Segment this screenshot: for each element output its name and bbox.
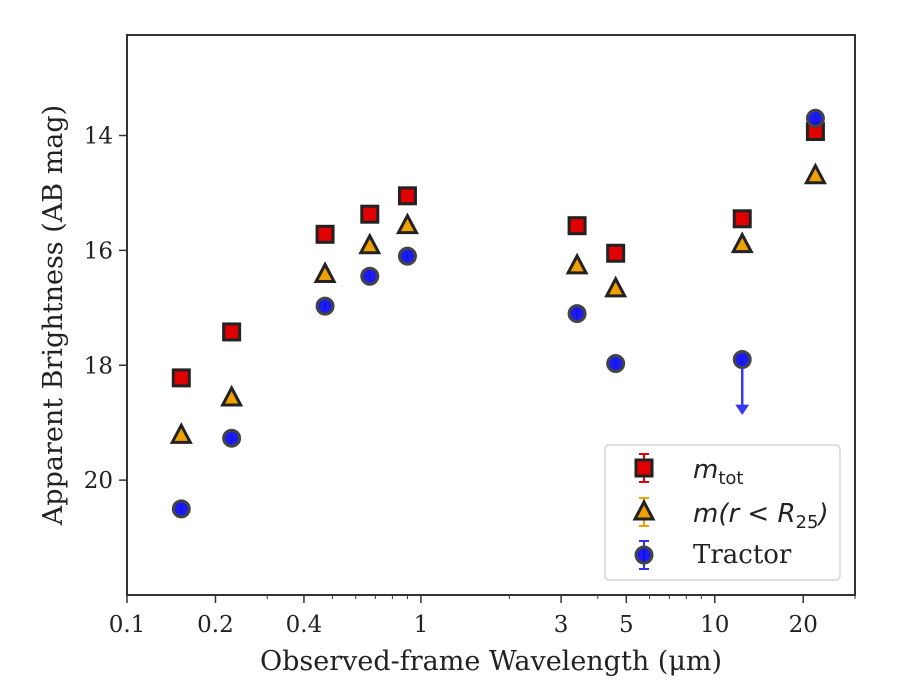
data-point: [567, 304, 587, 324]
legend-mr25-sub: 25: [796, 512, 819, 533]
x-axis-label: Observed-frame Wavelength (μm): [260, 646, 722, 677]
plot-frame: [126, 34, 856, 596]
data-point: [732, 350, 752, 370]
data-point: [171, 368, 191, 388]
data-point: [397, 246, 417, 266]
legend: mtot m(r < R25) Tractor: [604, 444, 841, 581]
legend-mtot-sub: tot: [718, 468, 743, 489]
series-1: [169, 162, 827, 444]
y-tick-label: 18: [84, 353, 113, 379]
data-point: [222, 428, 242, 448]
legend-markers: [632, 453, 656, 570]
data-point: [358, 232, 382, 255]
x-tick-label: 0.2: [197, 612, 234, 638]
data-point: [360, 266, 380, 286]
y-tick-label: 14: [84, 124, 113, 150]
data-point: [397, 186, 417, 206]
legend-label-mtot: mtot: [693, 455, 743, 489]
legend-mtot-main: m: [693, 455, 718, 485]
data-point: [803, 162, 827, 185]
legend-mr25-suffix: ): [816, 499, 828, 529]
legend-mr25-main: m(r < R: [693, 499, 796, 529]
data-point: [730, 231, 754, 254]
data-point: [313, 261, 337, 284]
data-point: [171, 499, 191, 519]
x-tick-label: 0.4: [286, 612, 323, 638]
x-tick-label: 5: [619, 612, 634, 638]
data-point: [315, 296, 335, 316]
data-point: [604, 275, 628, 298]
y-axis-label: Apparent Brightness (AB mag): [38, 105, 69, 526]
data-point: [360, 204, 380, 224]
x-tick-label: 0.1: [109, 612, 146, 638]
legend-label-mr25: m(r < R25): [693, 499, 829, 533]
legend-label-tractor: Tractor: [693, 540, 792, 570]
legend-marker: [634, 458, 654, 478]
data-point: [732, 209, 752, 229]
y-tick-label: 20: [84, 468, 113, 494]
data-point: [565, 252, 589, 275]
x-axis-ticks: 0.1 0.2 0.4 1 3 5 10 20: [109, 595, 856, 638]
upper-limit-arrow-head: [735, 404, 750, 415]
data-marks: [169, 108, 827, 519]
y-axis-ticks: 14 16 18 20: [84, 124, 127, 494]
y-tick-label: 16: [84, 238, 113, 264]
x-tick-label: 3: [554, 612, 569, 638]
data-point: [606, 243, 626, 263]
data-point: [222, 322, 242, 342]
x-tick-label: 1: [414, 612, 429, 638]
legend-marker: [634, 545, 654, 565]
series-2: [171, 108, 825, 519]
data-point: [315, 224, 335, 244]
data-point: [220, 384, 244, 407]
data-point: [567, 216, 587, 236]
x-tick-label: 20: [789, 612, 818, 638]
data-point: [395, 212, 419, 235]
legend-box: [604, 444, 841, 581]
data-point: [805, 108, 825, 128]
x-tick-label: 10: [700, 612, 729, 638]
series-0: [171, 121, 825, 388]
legend-marker: [632, 498, 656, 521]
data-point: [169, 422, 193, 444]
data-point: [606, 354, 626, 374]
